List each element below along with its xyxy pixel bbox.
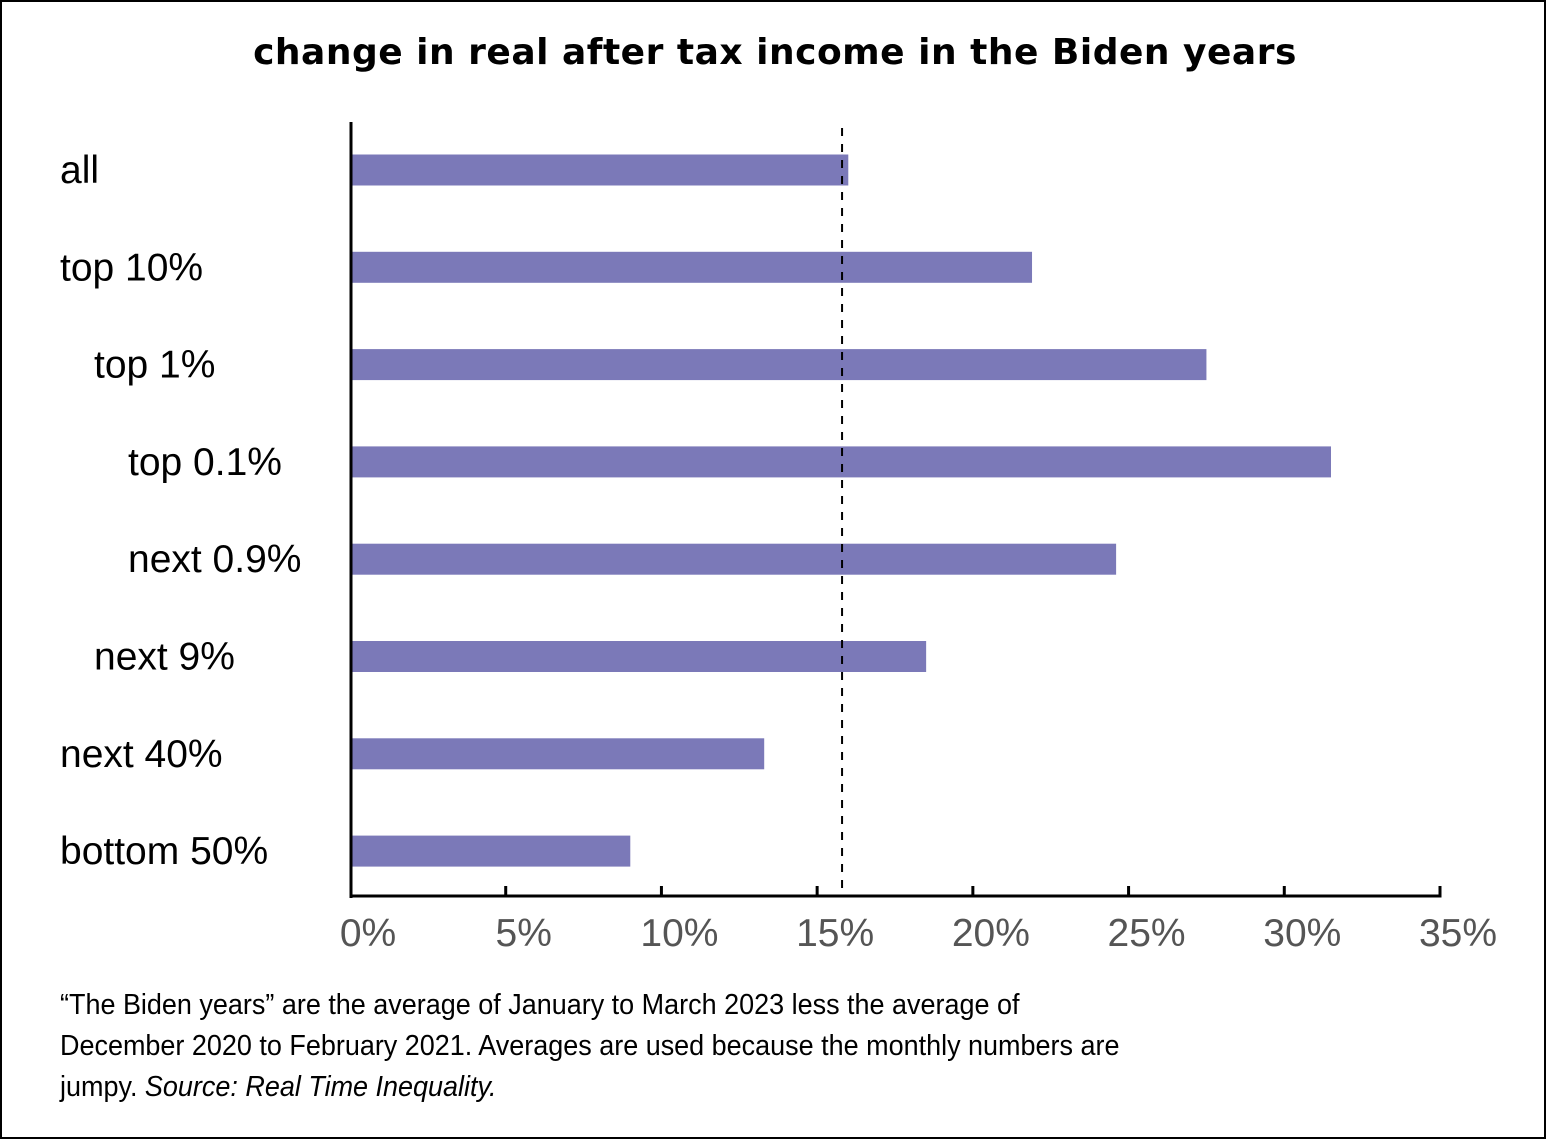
x-tick-label: 20% (952, 912, 1030, 955)
caption-line-3-text: jumpy. (60, 1071, 145, 1103)
category-label: top 0.1% (128, 441, 282, 484)
bar (352, 251, 1033, 283)
bar (352, 641, 927, 672)
source-note: Source: Real Time Inequality. (144, 1071, 497, 1103)
x-tick-label: 25% (1108, 912, 1186, 955)
category-label: bottom 50% (60, 830, 268, 873)
caption-line-1: “The Biden years” are the average of Jan… (60, 989, 1020, 1021)
category-label: all (60, 149, 99, 192)
category-labels: all top 10% top 1% top 0.1% next 0.9% next 9%… (60, 149, 301, 873)
category-label: next 0.9% (128, 538, 301, 581)
caption-line-2: December 2020 to February 2021. Averages… (60, 1030, 1120, 1062)
x-tick-label: 0% (340, 912, 396, 955)
x-tick-labels: 0% 5% 10% 15% 20% 25% 30% 35% (340, 886, 1497, 955)
bar (352, 835, 631, 867)
category-label: next 40% (60, 733, 223, 776)
x-tick-label: 15% (796, 912, 874, 955)
axes (349, 122, 1442, 898)
category-label: top 10% (60, 246, 203, 289)
bar (352, 738, 765, 770)
category-label: next 9% (94, 636, 235, 679)
bar (352, 154, 849, 186)
x-tick-label: 35% (1419, 912, 1497, 955)
caption: “The Biden years” are the average of Jan… (60, 985, 1399, 1108)
bar (352, 543, 1117, 575)
category-label: top 1% (94, 344, 215, 387)
caption-line-3: jumpy. Source: Real Time Inequality. (60, 1067, 1399, 1108)
x-tick-label: 30% (1263, 912, 1341, 955)
x-tick-label: 5% (496, 912, 552, 955)
bar (352, 349, 1207, 381)
chart-title: change in real after tax income in the B… (253, 32, 1297, 73)
x-tick-label: 10% (640, 912, 718, 955)
bars-layer (352, 154, 1331, 867)
